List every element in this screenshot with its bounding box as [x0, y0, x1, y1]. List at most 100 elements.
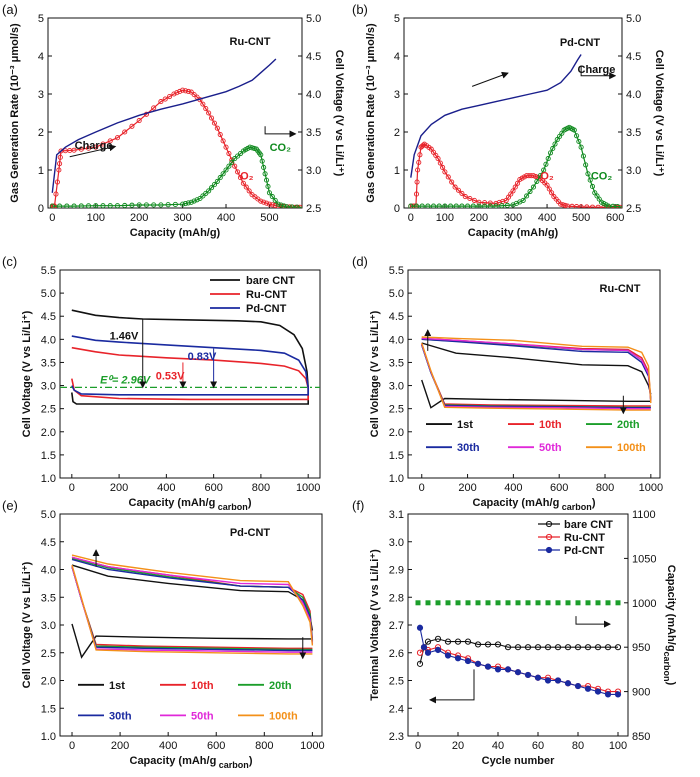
x-tick-label: 200	[458, 482, 476, 494]
x-tick-label: 600	[550, 482, 568, 494]
x-tick-label: 800	[255, 740, 273, 752]
data-point	[534, 178, 540, 184]
y-tick-label: 2.6	[389, 648, 404, 660]
data-point	[262, 171, 268, 177]
data-point	[530, 173, 536, 179]
data-point	[420, 142, 426, 148]
y-tick-label: 2.0	[41, 676, 56, 688]
y-axis-label: Cell Voltage (V vs Li/Li⁺)	[21, 561, 33, 688]
x-axis-label-main: Capacity (mAh/g	[473, 497, 560, 509]
y-tick-label: 4	[394, 51, 400, 63]
data-point	[504, 202, 510, 208]
x-tick-label: 0	[419, 482, 425, 494]
data-point	[589, 204, 596, 208]
data-point	[604, 644, 612, 651]
y2-axis-arrow	[580, 65, 617, 80]
charge-curve	[71, 557, 314, 642]
data-point	[520, 197, 526, 203]
legend-label: 10th	[191, 680, 214, 692]
x-tick-label: 1000	[296, 482, 320, 494]
x-tick-label: 1000	[639, 482, 663, 494]
y2-tick-label: 4.0	[306, 89, 321, 101]
capacity-marker	[525, 600, 531, 606]
data-point	[71, 147, 77, 153]
data-point	[574, 682, 582, 690]
data-point	[534, 644, 542, 651]
y2-tick-label: 1000	[632, 598, 656, 610]
legend-label: 50th	[539, 442, 562, 454]
x-tick-label: 400	[538, 212, 556, 224]
y2-tick-label: 5.0	[306, 13, 321, 25]
data-point	[107, 138, 113, 144]
x-axis-label: Capacity (mAh/g carbon)	[130, 755, 253, 770]
series-line-voltage	[51, 58, 277, 193]
data-point	[514, 669, 522, 676]
data-point	[247, 144, 253, 150]
capacity-marker	[465, 600, 471, 606]
data-point	[180, 87, 186, 93]
charge-curve	[71, 558, 314, 643]
y-tick-label: 1.5	[41, 703, 56, 715]
discharge-curve	[71, 623, 313, 659]
data-point	[240, 180, 246, 186]
data-point	[263, 200, 270, 206]
data-point	[272, 197, 278, 203]
x-axis-label-main: Capacity (mAh/g	[129, 497, 216, 509]
x-tick-label: 100	[87, 212, 105, 224]
data-point	[534, 674, 542, 681]
data-point	[571, 127, 577, 133]
data-point	[524, 671, 532, 679]
data-point	[129, 202, 135, 208]
data-point	[197, 195, 203, 202]
data-point	[564, 644, 572, 651]
y2-tick-label: 4.5	[306, 51, 321, 63]
series-line	[71, 309, 310, 405]
data-point	[249, 145, 255, 151]
legend-label: Pd-CNT	[246, 303, 287, 315]
legend-label: 10th	[539, 419, 562, 431]
capacity-marker	[445, 600, 451, 606]
data-point	[440, 164, 446, 171]
data-point	[482, 200, 488, 206]
panel-annotation: Ru-CNT	[600, 283, 641, 295]
charge-curve	[421, 338, 652, 401]
x-tick-label: 200	[111, 740, 129, 752]
data-point	[261, 199, 267, 205]
data-point	[281, 203, 287, 208]
y-tick-label: 4	[38, 51, 44, 63]
data-point	[100, 141, 106, 147]
data-point	[413, 191, 420, 197]
plot-area	[60, 309, 320, 405]
plot-frame	[407, 269, 661, 479]
capacity-marker	[515, 600, 521, 606]
discharge-curve	[421, 342, 651, 411]
legend-label: 100th	[269, 710, 298, 722]
plot-area	[49, 58, 302, 208]
data-point	[470, 203, 476, 208]
y2-tick-label: 2.5	[306, 203, 321, 215]
data-point	[543, 161, 549, 167]
data-point	[185, 88, 191, 95]
data-point	[442, 169, 448, 175]
data-point	[217, 175, 223, 181]
x-tick-label: 200	[470, 212, 488, 224]
capacity-marker	[575, 600, 581, 606]
y-tick-label: 5	[38, 13, 44, 25]
series-text-label: CO₂	[591, 171, 613, 183]
gap-label: 1.46V	[110, 330, 139, 342]
y-tick-label: 4.5	[41, 311, 56, 323]
data-point	[530, 184, 536, 190]
legend-label: 100th	[617, 442, 646, 454]
plot-frame	[59, 269, 321, 479]
data-point	[93, 203, 99, 208]
data-point	[57, 203, 63, 208]
x-tick-label: 80	[572, 740, 584, 752]
data-point	[589, 183, 596, 190]
x-tick-label: 0	[69, 740, 75, 752]
data-point	[229, 159, 235, 165]
data-point	[452, 184, 458, 190]
data-point	[416, 649, 424, 656]
data-point	[278, 202, 284, 208]
data-point	[78, 146, 84, 152]
y-tick-label: 2.5	[41, 404, 56, 416]
